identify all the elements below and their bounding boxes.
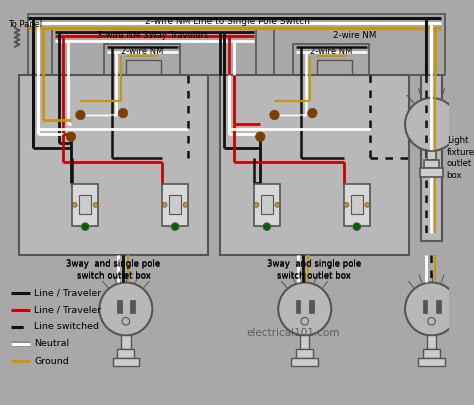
Bar	[162, 183, 188, 226]
Bar	[427, 151, 436, 160]
Bar	[104, 44, 180, 75]
Bar	[169, 195, 181, 214]
Text: 2-wire NM: 2-wire NM	[310, 47, 353, 56]
Circle shape	[353, 223, 361, 230]
Bar	[261, 195, 273, 214]
Circle shape	[405, 282, 458, 335]
Text: To Panel: To Panel	[8, 20, 42, 29]
Bar	[118, 349, 135, 358]
Bar	[420, 168, 443, 177]
Circle shape	[73, 202, 77, 207]
Circle shape	[278, 282, 331, 335]
Circle shape	[263, 223, 271, 230]
Circle shape	[171, 223, 179, 230]
Circle shape	[275, 202, 280, 207]
Circle shape	[255, 132, 265, 141]
Bar	[421, 75, 442, 241]
Text: Line / Traveler: Line / Traveler	[34, 305, 101, 314]
Bar	[427, 335, 436, 349]
Circle shape	[118, 108, 128, 118]
Bar	[28, 14, 445, 75]
Text: 3way  and single pole
switch outlet box: 3way and single pole switch outlet box	[267, 260, 361, 281]
Circle shape	[365, 202, 370, 207]
Circle shape	[308, 108, 317, 118]
Circle shape	[301, 318, 309, 325]
Bar	[296, 300, 301, 313]
Circle shape	[270, 110, 279, 120]
Circle shape	[405, 98, 458, 151]
Bar	[121, 335, 131, 349]
Circle shape	[76, 110, 85, 120]
Circle shape	[183, 202, 188, 207]
Bar	[130, 300, 135, 313]
Bar	[254, 183, 280, 226]
Bar	[293, 44, 369, 75]
Circle shape	[66, 132, 76, 141]
Text: 3way  and single pole
switch outlet box: 3way and single pole switch outlet box	[66, 259, 161, 279]
Circle shape	[100, 282, 152, 335]
Bar	[296, 349, 313, 358]
Bar	[300, 335, 310, 349]
Text: Line switched: Line switched	[34, 322, 99, 331]
Bar	[424, 160, 439, 168]
Text: 3-wire NM 3Way Travelers: 3-wire NM 3Way Travelers	[98, 31, 209, 40]
Bar	[309, 300, 314, 313]
Text: Light
fixture
outlet
box: Light fixture outlet box	[447, 136, 474, 180]
Bar	[423, 349, 440, 358]
Text: 2-wire NM Line to Single Pole Switch: 2-wire NM Line to Single Pole Switch	[145, 17, 310, 26]
Circle shape	[93, 202, 98, 207]
Bar	[126, 60, 161, 75]
Text: Ground: Ground	[34, 356, 69, 366]
Circle shape	[162, 202, 167, 207]
Bar	[351, 195, 363, 214]
Bar	[19, 75, 208, 255]
Text: 2-wire NM: 2-wire NM	[333, 31, 376, 40]
Bar	[292, 358, 318, 366]
Text: 3way  and single pole
switch outlet box: 3way and single pole switch outlet box	[267, 259, 361, 279]
Circle shape	[254, 202, 259, 207]
Circle shape	[344, 202, 349, 207]
Bar	[219, 75, 409, 255]
Circle shape	[82, 223, 89, 230]
Bar	[52, 28, 255, 75]
Text: 3way  and single pole
switch outlet box: 3way and single pole switch outlet box	[66, 260, 161, 281]
Bar	[436, 300, 440, 313]
Bar	[113, 358, 139, 366]
Text: 2-wire NM: 2-wire NM	[121, 47, 163, 56]
Text: electrical101.com: electrical101.com	[246, 328, 340, 338]
Bar	[79, 195, 91, 214]
Bar	[344, 183, 370, 226]
Bar	[117, 300, 122, 313]
Bar	[317, 60, 352, 75]
Bar	[423, 300, 427, 313]
Bar	[419, 358, 445, 366]
Text: Neutral: Neutral	[34, 339, 69, 348]
Bar	[274, 28, 435, 75]
Circle shape	[428, 318, 435, 325]
Text: Line / Traveler: Line / Traveler	[34, 288, 101, 297]
Bar	[72, 183, 99, 226]
Circle shape	[122, 318, 130, 325]
